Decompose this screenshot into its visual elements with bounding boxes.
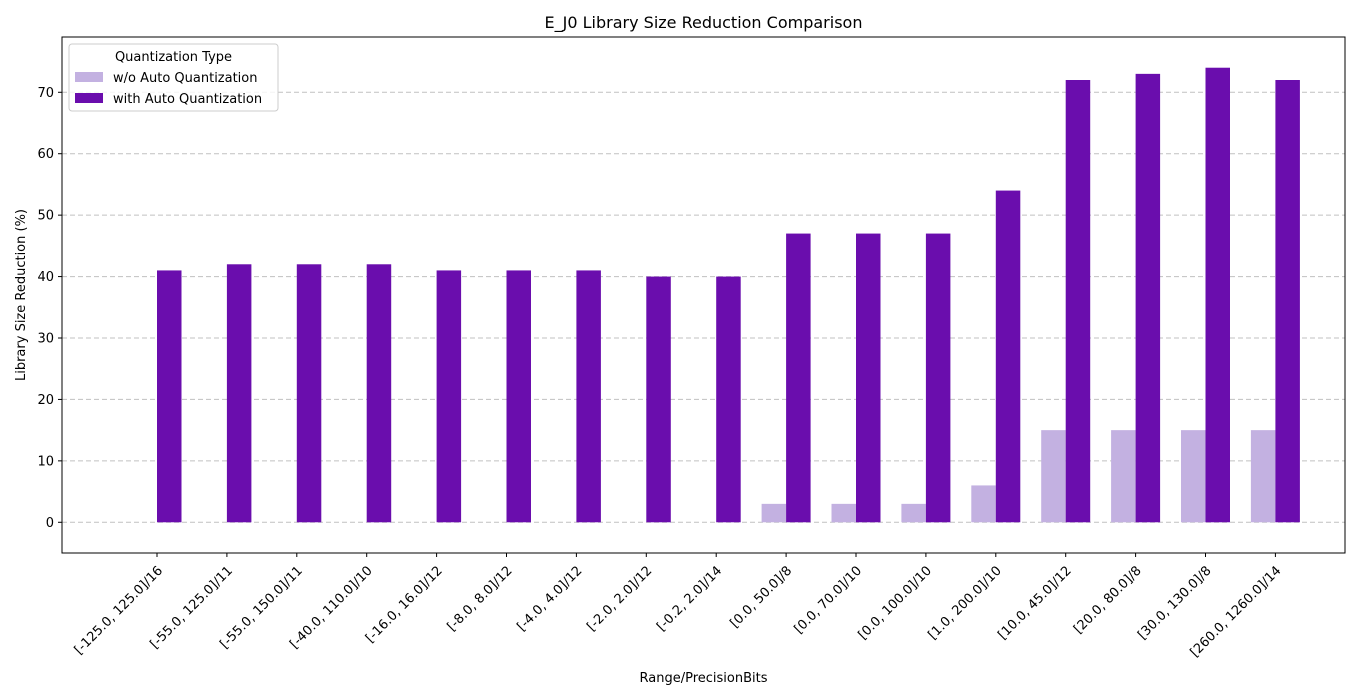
bar-with-auto-quantization bbox=[436, 270, 462, 523]
legend-title: Quantization Type bbox=[115, 50, 232, 65]
bar-without-auto-quantization bbox=[1181, 430, 1206, 523]
y-axis-label: Library Size Reduction (%) bbox=[14, 209, 29, 381]
bars bbox=[157, 67, 1300, 523]
y-tick-label: 40 bbox=[37, 270, 54, 285]
bar-with-auto-quantization bbox=[995, 190, 1021, 523]
legend: Quantization Type w/o Auto Quantization … bbox=[68, 43, 279, 112]
y-tick-label: 10 bbox=[37, 454, 54, 469]
bar-with-auto-quantization bbox=[576, 270, 601, 523]
bar-with-auto-quantization bbox=[157, 270, 182, 523]
bar-with-auto-quantization bbox=[786, 233, 811, 523]
bar-with-auto-quantization bbox=[646, 276, 671, 523]
bar-with-auto-quantization bbox=[226, 264, 252, 523]
bar-without-auto-quantization bbox=[761, 503, 787, 523]
y-tick-label: 70 bbox=[37, 86, 54, 101]
legend-label-without-auto-quantization: w/o Auto Quantization bbox=[113, 71, 258, 86]
bar-with-auto-quantization bbox=[1135, 73, 1161, 523]
gridlines bbox=[62, 91, 1345, 523]
legend-label-with-auto-quantization: with Auto Quantization bbox=[113, 92, 262, 107]
bar-with-auto-quantization bbox=[1275, 80, 1300, 523]
y-tick-label: 30 bbox=[37, 332, 54, 347]
bar-with-auto-quantization bbox=[506, 270, 531, 523]
bar-with-auto-quantization bbox=[366, 264, 392, 523]
legend-box bbox=[68, 43, 279, 112]
bar-with-auto-quantization bbox=[925, 233, 951, 523]
y-tick-label: 50 bbox=[37, 209, 54, 224]
bar-without-auto-quantization bbox=[901, 503, 926, 523]
bar-with-auto-quantization bbox=[296, 264, 322, 523]
y-tick-label: 60 bbox=[37, 147, 54, 162]
plot-area-frame bbox=[61, 36, 1346, 554]
legend-swatch-without-auto-quantization bbox=[75, 72, 103, 82]
bar-without-auto-quantization bbox=[831, 503, 856, 523]
bar-without-auto-quantization bbox=[1250, 430, 1276, 523]
chart-title: E_J0 Library Size Reduction Comparison bbox=[545, 13, 863, 33]
y-axis-ticks: 0 10 20 30 40 50 60 70 bbox=[37, 86, 62, 531]
bar-with-auto-quantization bbox=[1205, 67, 1230, 523]
x-axis-label: Range/PrecisionBits bbox=[640, 671, 768, 686]
bar-with-auto-quantization bbox=[856, 233, 881, 523]
bar-with-auto-quantization bbox=[1065, 80, 1091, 523]
bar-without-auto-quantization bbox=[971, 485, 996, 523]
legend-swatch-with-auto-quantization bbox=[75, 93, 103, 103]
bar-without-auto-quantization bbox=[1111, 430, 1136, 523]
y-tick-label: 0 bbox=[46, 516, 54, 531]
y-tick-label: 20 bbox=[37, 393, 54, 408]
bar-without-auto-quantization bbox=[1041, 430, 1066, 523]
bar-with-auto-quantization bbox=[716, 276, 741, 523]
